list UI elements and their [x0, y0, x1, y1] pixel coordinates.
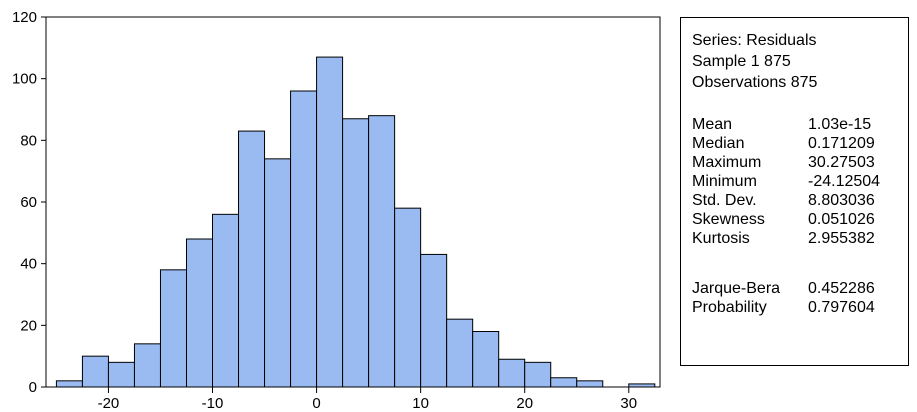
- histogram-bar: [550, 377, 578, 388]
- histogram-bars: [55, 56, 656, 388]
- stat-value: 1.03e-15: [808, 116, 872, 133]
- stat-value: 0.171209: [808, 135, 875, 152]
- histogram-bar: [420, 253, 448, 388]
- histogram-bar: [316, 56, 344, 388]
- stat-label: Std. Dev.: [692, 192, 757, 209]
- histogram-bar: [498, 358, 526, 388]
- histogram-bar: [394, 207, 422, 388]
- x-tick-label: -10: [202, 395, 224, 412]
- y-tick-label: 0: [29, 379, 37, 396]
- histogram-bar: [212, 213, 240, 388]
- stat-label: Maximum: [692, 154, 762, 171]
- histogram-bar: [290, 90, 318, 388]
- histogram-bar: [368, 115, 396, 388]
- histogram-bar: [55, 380, 83, 388]
- stat-value: -24.12504: [808, 173, 881, 190]
- histogram-chart: 0 20 40 60 80 100 120 -20 -10 0 10 20 30: [12, 9, 661, 412]
- series-name: Series: Residuals: [692, 32, 817, 49]
- stat-value: 8.803036: [808, 192, 875, 209]
- histogram-bar: [264, 158, 292, 388]
- histogram-bar: [446, 318, 474, 388]
- stat-value: 0.051026: [808, 211, 875, 228]
- y-tick-label: 20: [20, 317, 37, 334]
- histogram-bar: [342, 118, 370, 388]
- test-label: Jarque-Bera: [692, 280, 781, 297]
- observations-count: Observations 875: [692, 74, 818, 91]
- histogram-bar: [238, 130, 266, 388]
- stat-value: 30.27503: [808, 154, 875, 171]
- histogram-bar: [524, 361, 552, 388]
- stat-value: 2.955382: [808, 230, 875, 247]
- y-tick-label: 120: [12, 9, 37, 26]
- test-label: Probability: [692, 299, 767, 316]
- x-tick-label: -20: [98, 395, 120, 412]
- test-value: 0.797604: [808, 299, 875, 316]
- stat-label: Kurtosis: [692, 230, 750, 247]
- histogram-bar: [576, 380, 604, 388]
- sample-range: Sample 1 875: [692, 53, 791, 70]
- x-tick-label: 10: [412, 395, 429, 412]
- stat-label: Mean: [692, 116, 733, 133]
- y-tick-label: 40: [20, 256, 37, 273]
- x-tick-label: 0: [312, 395, 320, 412]
- test-value: 0.452286: [808, 280, 875, 297]
- histogram-bar: [472, 331, 500, 388]
- x-axis: -20 -10 0 10 20 30: [98, 387, 637, 412]
- y-tick-label: 60: [20, 194, 37, 211]
- descriptive-stats-panel: Series: Residuals Sample 1 875 Observati…: [680, 17, 909, 366]
- stat-label: Minimum: [692, 173, 757, 190]
- y-tick-label: 100: [12, 71, 37, 88]
- x-tick-label: 20: [516, 395, 533, 412]
- x-tick-label: 30: [620, 395, 637, 412]
- stat-label: Skewness: [692, 211, 765, 228]
- histogram-bar: [159, 269, 187, 388]
- histogram-bar: [81, 355, 109, 388]
- histogram-bar: [185, 238, 214, 388]
- stat-label: Median: [692, 135, 745, 152]
- histogram-bar: [107, 361, 135, 388]
- y-tick-label: 80: [20, 132, 37, 149]
- y-axis: 0 20 40 60 80 100 120: [12, 9, 46, 396]
- histogram-bar: [133, 343, 161, 388]
